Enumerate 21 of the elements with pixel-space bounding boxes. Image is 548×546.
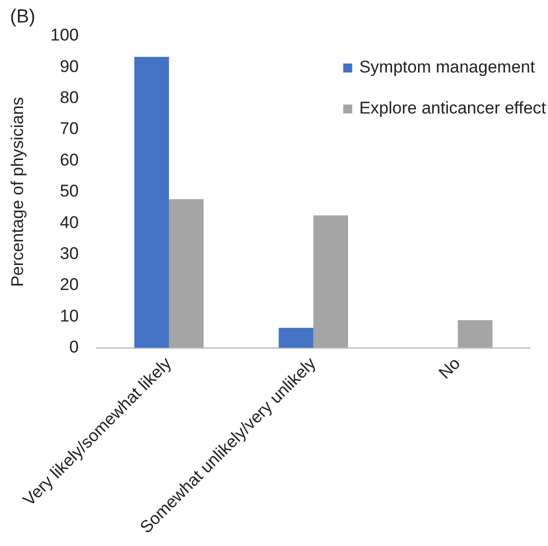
bar	[168, 199, 204, 348]
y-tick-label: 100	[50, 26, 79, 45]
y-tick-label: 40	[60, 212, 79, 232]
y-tick-label: 10	[60, 306, 79, 326]
bar	[278, 328, 314, 348]
bar	[458, 320, 492, 348]
y-tick-label: 70	[60, 119, 79, 138]
y-tick-label: 90	[60, 56, 79, 76]
bar	[313, 215, 348, 348]
bar	[134, 56, 169, 348]
y-tick-label: 50	[60, 182, 79, 201]
y-tick-label: 60	[60, 150, 79, 170]
y-tick-label: 30	[60, 244, 79, 263]
legend-label: Symptom management	[359, 58, 536, 77]
y-tick-label: 20	[60, 275, 79, 294]
x-tick-label: No	[435, 354, 464, 383]
y-axis-title: Percentage of physicians	[8, 96, 27, 287]
y-tick-label: 80	[60, 88, 79, 108]
legend-label: Explore anticancer effect	[359, 98, 546, 118]
chart-title: (B)	[10, 6, 36, 28]
y-tick-label: 0	[69, 338, 79, 357]
